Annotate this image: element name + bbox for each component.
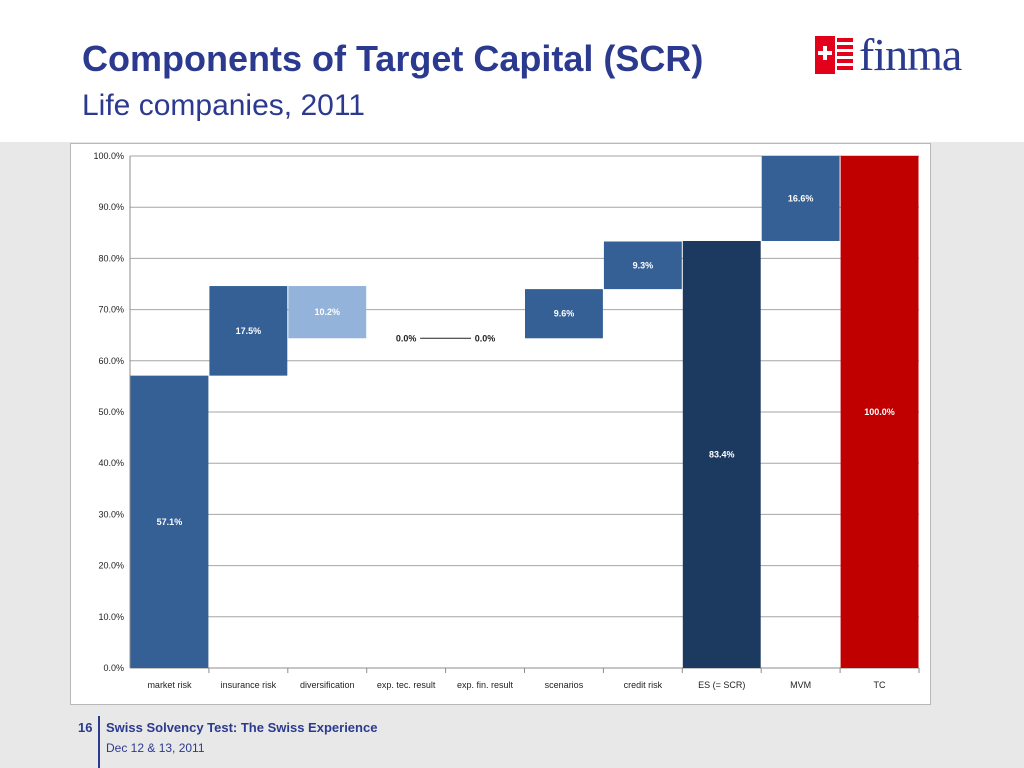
- waterfall-chart: 0.0% 10.0% 20.0% 30.0% 40.0% 50.0% 60.0% 70.0% 8…: [93, 151, 920, 690]
- chart-frame: 0.0% 10.0% 20.0% 30.0% 40.0% 50.0% 60.0% 70.0% 8…: [70, 143, 931, 705]
- y-tick-label: 0.0%: [103, 663, 124, 673]
- slide-title: Components of Target Capital (SCR): [82, 38, 704, 79]
- x-tick-label: exp. tec. result: [377, 680, 436, 690]
- y-tick-label: 40.0%: [98, 458, 124, 468]
- bar: [209, 286, 288, 376]
- bar: [761, 156, 840, 241]
- bar: [288, 286, 367, 339]
- bar: [130, 375, 209, 668]
- data-label: 17.5%: [236, 326, 262, 336]
- x-tick-label: exp. fin. result: [457, 680, 514, 690]
- data-label: 9.6%: [554, 309, 575, 319]
- bar: [525, 289, 603, 339]
- x-tick-label: insurance risk: [221, 680, 277, 690]
- y-tick-label: 60.0%: [98, 356, 124, 366]
- x-tick-label: scenarios: [545, 680, 584, 690]
- x-tick-label: market risk: [147, 680, 192, 690]
- y-tick-label: 80.0%: [98, 253, 124, 263]
- data-label: 100.0%: [864, 407, 895, 417]
- swiss-cross-icon: [815, 36, 853, 74]
- data-label: 57.1%: [157, 517, 183, 527]
- y-tick-label: 70.0%: [98, 305, 124, 315]
- x-tick-label: ES (= SCR): [698, 680, 745, 690]
- x-tick-label: diversification: [300, 680, 355, 690]
- x-tick-label: MVM: [790, 680, 811, 690]
- y-tick-label: 90.0%: [98, 202, 124, 212]
- data-label: 10.2%: [314, 307, 340, 317]
- data-label: 83.4%: [709, 449, 735, 459]
- finma-logo: finma: [815, 29, 995, 82]
- bar: [840, 156, 919, 668]
- data-label: 0.0%: [396, 333, 417, 343]
- y-tick-label: 20.0%: [98, 561, 124, 571]
- y-tick-label: 50.0%: [98, 407, 124, 417]
- data-label: 0.0%: [475, 333, 496, 343]
- footer-title: Swiss Solvency Test: The Swiss Experienc…: [106, 720, 378, 735]
- data-label: 16.6%: [788, 193, 814, 203]
- bar: [682, 240, 761, 668]
- data-label: 9.3%: [633, 260, 654, 270]
- footer-divider: [98, 716, 100, 768]
- logo-wordmark: finma: [859, 29, 962, 80]
- slide-subtitle: Life companies, 2011: [82, 89, 365, 122]
- bar: [603, 241, 682, 290]
- x-tick-label: credit risk: [624, 680, 663, 690]
- x-tick-label: TC: [874, 680, 886, 690]
- y-tick-label: 30.0%: [98, 509, 124, 519]
- y-tick-label: 100.0%: [93, 151, 124, 161]
- slide-header: Components of Target Capital (SCR) Life …: [0, 0, 1024, 142]
- y-tick-label: 10.0%: [98, 612, 124, 622]
- footer-date: Dec 12 & 13, 2011: [106, 741, 205, 755]
- page-number: 16: [78, 720, 93, 735]
